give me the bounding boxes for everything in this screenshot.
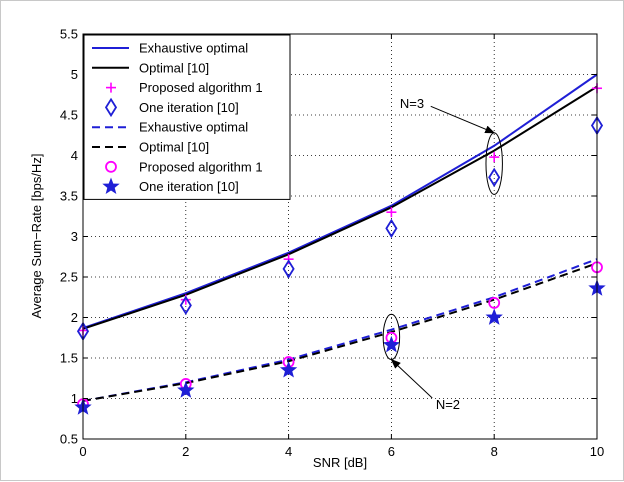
data-point	[177, 381, 195, 398]
x-tick-label: 4	[285, 444, 292, 459]
legend: Exhaustive optimal Optimal [10] Proposed a…	[83, 34, 291, 200]
series-1	[82, 85, 598, 330]
y-tick-label: 3.5	[60, 189, 78, 204]
grid-lines	[83, 34, 597, 439]
legend-marker	[105, 160, 117, 173]
legend-item-1: Optimal [10]	[92, 60, 209, 75]
y-tick-label: 3	[71, 229, 78, 244]
data-point	[386, 207, 397, 218]
annotation-label: N=3	[400, 96, 424, 111]
series-line	[82, 262, 598, 402]
annotations: N=3 N=2	[382, 96, 503, 412]
y-axis-label: Average Sum−Rate [bps/Hz]	[29, 154, 44, 319]
legend-item-3: One iteration [10]	[104, 97, 239, 118]
legend-item-5: Optimal [10]	[92, 140, 209, 155]
legend-label: Exhaustive optimal	[139, 41, 248, 56]
x-tick-label: 8	[491, 444, 498, 459]
series-line	[82, 73, 598, 329]
data-point	[488, 297, 501, 309]
data-point	[385, 218, 398, 239]
legend-item-6: Proposed algorithm 1	[105, 159, 263, 174]
legend-marker	[106, 82, 116, 93]
annotation-0: N=3	[400, 96, 503, 195]
y-tick-label: 4.5	[60, 108, 78, 123]
annotation-1: N=2	[382, 313, 460, 412]
y-tick-label: 5.5	[60, 27, 78, 42]
x-tick-label: 2	[182, 444, 189, 459]
annotation-arrow	[430, 105, 496, 134]
x-tick-label: 10	[590, 444, 604, 459]
data-point	[485, 308, 503, 325]
y-tick-label: 2	[71, 310, 78, 325]
legend-label: One iteration [10]	[139, 179, 239, 194]
y-tick-label: 5	[71, 67, 78, 82]
data-point	[488, 167, 501, 188]
x-axis-label: SNR [dB]	[313, 455, 367, 470]
data-point	[279, 361, 298, 378]
legend-label: Proposed algorithm 1	[139, 159, 263, 174]
legend-label: One iteration [10]	[139, 100, 239, 115]
series-0	[82, 73, 598, 329]
y-tick-label: 1	[71, 391, 78, 406]
legend-label: Exhaustive optimal	[139, 120, 248, 135]
legend-label: Proposed algorithm 1	[139, 80, 263, 95]
annotation-arrow	[390, 358, 433, 399]
y-tick-label: 4	[71, 148, 78, 163]
legend-marker	[104, 97, 118, 118]
annotation-label: N=2	[436, 397, 460, 412]
legend-item-2: Proposed algorithm 1	[106, 80, 263, 95]
legend-item-0: Exhaustive optimal	[92, 41, 248, 56]
legend-box	[83, 34, 291, 200]
legend-item-7: One iteration [10]	[102, 177, 239, 194]
legend-label: Optimal [10]	[139, 60, 209, 75]
legend-item-4: Exhaustive optimal	[92, 120, 248, 135]
data-point	[282, 259, 295, 279]
series-4	[82, 258, 598, 402]
x-tick-label: 0	[79, 444, 86, 459]
series-3	[76, 115, 604, 341]
series-line	[82, 85, 598, 330]
y-tick-label: 1.5	[60, 351, 78, 366]
data-point	[179, 295, 192, 316]
axis-ticks: 0 2 4 6 8 10 0.5 1 1.5 2 2.5 3 3.5 4 4.5 5 5.5	[60, 27, 604, 460]
legend-marker	[102, 177, 120, 194]
y-tick-label: 2.5	[60, 270, 78, 285]
data-point	[382, 335, 401, 353]
series-line	[82, 258, 598, 402]
y-tick-label: 0.5	[60, 432, 78, 447]
legend-label: Optimal [10]	[139, 140, 209, 155]
x-tick-label: 6	[388, 444, 395, 459]
series-5	[82, 262, 598, 402]
data-point	[489, 152, 500, 163]
